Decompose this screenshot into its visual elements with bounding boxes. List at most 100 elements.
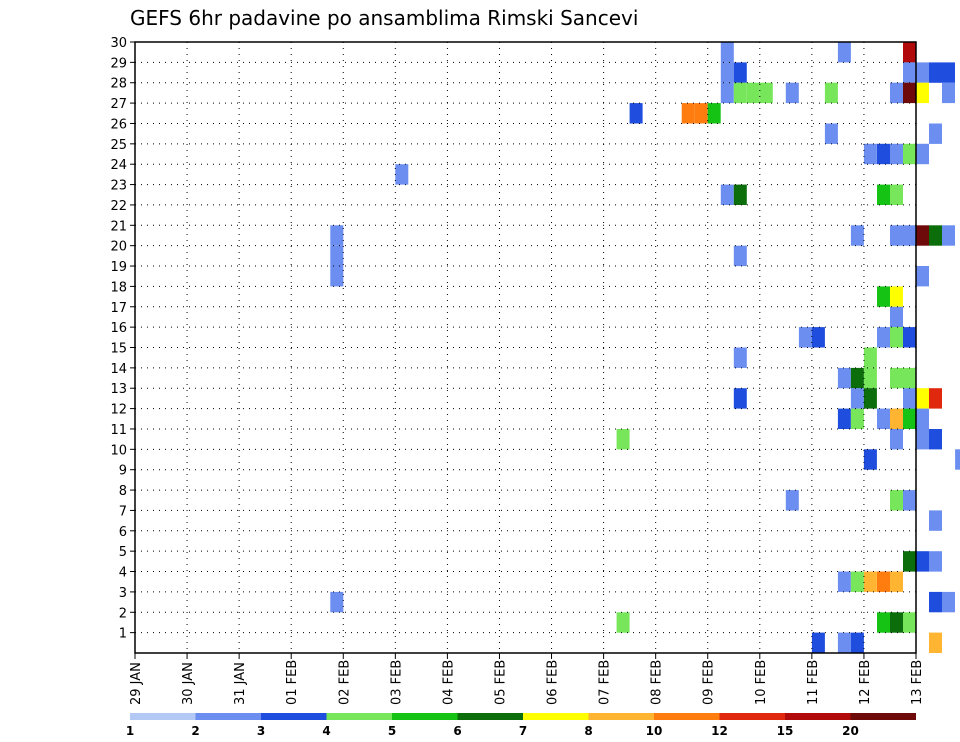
precip-cell [798,327,812,348]
precip-cell [746,82,760,104]
precip-cell [877,571,890,592]
precip-cell [733,347,747,368]
precip-cell [929,123,942,144]
precip-cell [942,82,955,104]
x-tick-label: 30 JAN [181,662,196,705]
precip-cell [903,82,916,104]
y-tick-label: 28 [110,77,127,92]
precip-cell [330,591,344,613]
x-tick-label: 07 FEB [598,660,613,705]
precip-cell [916,388,929,409]
y-tick-label: 25 [110,138,127,153]
precip-cell [733,388,747,409]
x-tick-label: 04 FEB [441,660,456,705]
x-tick-label: 02 FEB [337,660,352,705]
x-tick-label: 06 FEB [546,660,561,705]
y-tick-label: 17 [110,301,127,316]
precip-cell [929,62,942,83]
precip-cell [759,82,773,104]
y-tick-label: 29 [110,56,127,71]
precip-cell [929,225,942,246]
precip-cell [837,367,851,389]
y-tick-label: 4 [119,566,127,581]
y-tick-label: 26 [110,118,127,133]
y-tick-label: 10 [110,443,127,458]
y-tick-label: 12 [110,403,127,418]
y-tick-label: 30 [110,36,127,51]
precip-cell [877,612,890,633]
precip-cell [929,429,942,450]
precip-cell [681,103,695,124]
x-tick-label: 09 FEB [702,660,717,705]
colorbar-segment [392,713,458,720]
colorbar-segment [588,713,654,720]
precip-cell [942,62,955,83]
precip-cell [916,82,929,104]
y-tick-label: 19 [110,260,127,275]
precip-cell [720,62,734,83]
x-tick-label: 29 JAN [129,662,144,705]
precip-cell [890,327,903,348]
colorbar-label: 10 [646,724,663,738]
precip-cell [850,388,864,409]
precip-cell [890,367,903,389]
precip-cell [785,82,799,104]
colorbar-label: 12 [711,724,728,738]
precip-cell [903,551,916,572]
precip-cell [863,571,877,592]
y-tick-label: 9 [119,464,127,479]
colorbar-label: 5 [388,724,396,738]
y-tick-label: 15 [110,342,127,357]
precip-cell [877,327,890,348]
y-tick-label: 5 [119,545,127,560]
precip-cell [824,123,838,144]
x-tick-label: 13 FEB [910,660,925,705]
precip-cell [707,103,721,124]
precip-cell [694,103,708,124]
colorbar-segment [326,713,392,720]
precip-cell [916,429,929,450]
precip-cell [890,571,903,592]
colorbar-segment [523,713,589,720]
precip-cell [629,103,643,124]
precip-cell [890,612,903,633]
precip-cell [733,62,747,83]
y-tick-label: 16 [110,321,127,336]
precip-cell [890,306,903,328]
precip-cell [890,490,903,511]
precip-cell [877,143,890,165]
y-tick-label: 23 [110,179,127,194]
precip-cell [877,286,890,307]
colorbar-label: 15 [777,724,794,738]
colorbar-segment [457,713,523,720]
x-tick-label: 03 FEB [389,660,404,705]
precip-cell [720,42,734,63]
y-tick-label: 22 [110,199,127,214]
y-tick-label: 21 [110,219,127,234]
colorbar-label: 20 [842,724,859,738]
precip-cell [850,367,864,389]
precip-cell [903,388,916,409]
precip-cell [616,429,630,450]
precip-cell [733,245,747,267]
y-tick-label: 6 [119,525,127,540]
x-tick-label: 01 FEB [285,660,300,705]
colorbar-segment [850,713,916,720]
precip-cell [330,225,344,246]
precip-cell [955,449,960,470]
y-tick-label: 27 [110,97,127,112]
precip-cell [824,82,838,104]
precip-cell [903,490,916,511]
y-tick-label: 13 [110,382,127,397]
precip-cell [863,143,877,165]
precip-cell [890,143,903,165]
y-tick-label: 14 [110,362,127,377]
precip-cell [903,612,916,633]
colorbar-segment [261,713,327,720]
chart-title: GEFS 6hr padavine po ansamblima Rimski S… [130,6,639,30]
colorbar-label: 6 [453,724,461,738]
x-tick-label: 05 FEB [494,660,509,705]
precip-cell [890,286,903,307]
x-tick-label: 11 FEB [806,660,821,705]
